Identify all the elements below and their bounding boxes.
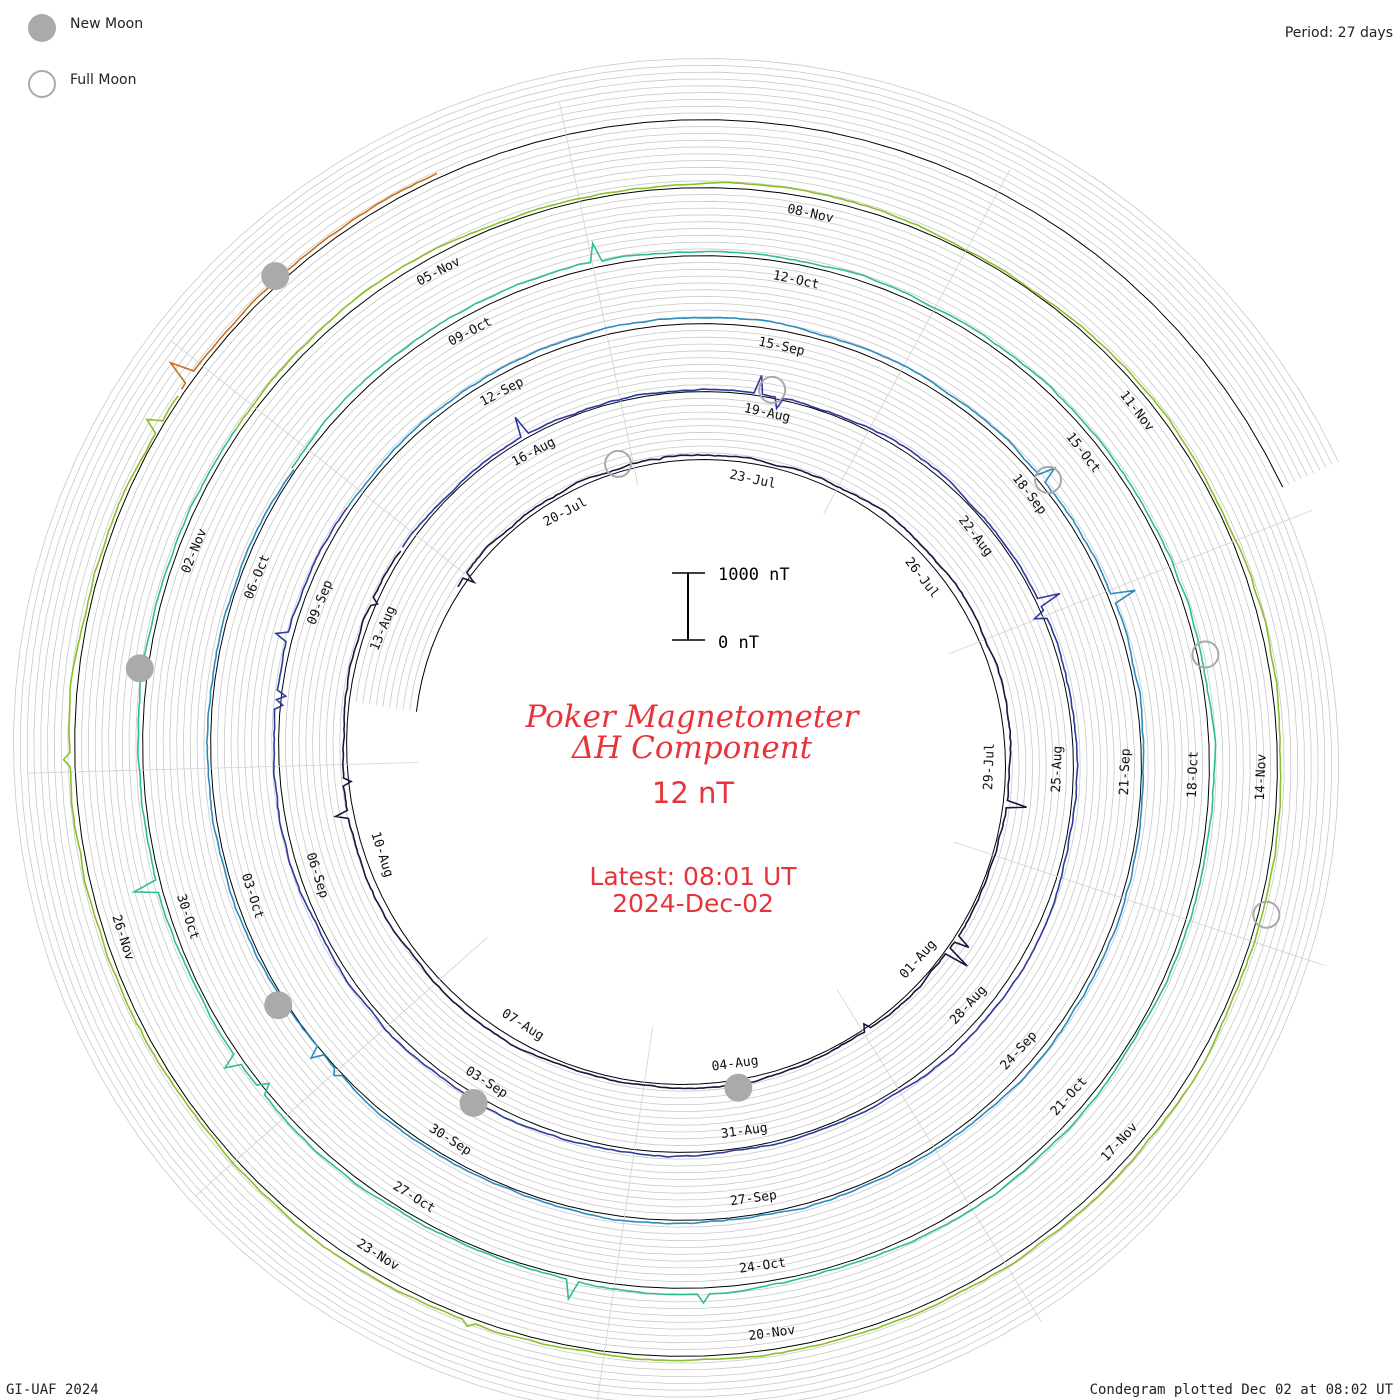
date-label: 18-Oct (1185, 751, 1202, 799)
new-moon-marker (459, 1088, 488, 1117)
grid-spiral (47, 92, 1308, 1384)
full-moon-legend-icon (28, 70, 56, 98)
scale-bar-top-label: 1000 nT (718, 565, 790, 585)
grid-spoke (823, 169, 1011, 514)
grid-spiral (33, 78, 1321, 1398)
date-label: 05-Nov (414, 254, 463, 289)
grid-spiral (53, 98, 1302, 1378)
legend: New Moon Full Moon (28, 14, 143, 98)
date-label: 07-Aug (499, 1006, 547, 1044)
grid-spiral (40, 85, 1314, 1391)
trace-period-1 (333, 453, 1027, 1090)
latest-date: 2024-Dec-02 (612, 889, 774, 918)
date-label: 27-Sep (729, 1188, 778, 1209)
grid-spiral (60, 105, 1296, 1371)
period-label: Period: 27 days (1285, 25, 1393, 41)
chart-subtitle: ΔH Component (571, 730, 813, 766)
new-moon-marker (264, 991, 293, 1020)
new-moon-legend-label: New Moon (70, 16, 143, 32)
grid-spiral (19, 64, 1333, 1400)
current-value: 12 nT (652, 776, 734, 810)
latest-time: Latest: 08:01 UT (589, 862, 797, 891)
new-moon-marker (261, 262, 290, 291)
trace-period-5 (62, 181, 1282, 1362)
date-label: 13-Aug (368, 604, 400, 653)
date-label: 06-Oct (242, 552, 274, 601)
grid-spoke (27, 762, 419, 774)
chart-title: Poker Magnetometer (525, 699, 861, 735)
date-label: 12-Sep (478, 375, 527, 410)
date-label: 20-Nov (748, 1323, 797, 1344)
date-label: 04-Aug (711, 1053, 760, 1074)
date-label: 09-Oct (446, 314, 495, 349)
date-label: 09-Sep (305, 578, 337, 627)
full-moon-marker (1252, 900, 1281, 929)
full-moon-marker (1191, 640, 1220, 669)
full-moon-legend-label: Full Moon (70, 72, 136, 88)
date-label: 22-Aug (955, 513, 996, 559)
moon-markers (125, 262, 1281, 1117)
scale-bar-bottom-label: 0 nT (718, 633, 759, 653)
trace-period-4 (131, 240, 1217, 1305)
grid-spiral (26, 71, 1327, 1400)
date-label: 01-Aug (897, 937, 940, 982)
baseline-spiral (74, 119, 1284, 1357)
magnetometer-traces (62, 172, 1282, 1362)
date-label: 18-Sep (1009, 471, 1050, 517)
grid-spoke (953, 841, 1325, 966)
grid-spoke (948, 509, 1313, 655)
trace-period-2 (272, 375, 1079, 1158)
grid-spoke (559, 102, 639, 486)
grid-spiral (13, 58, 1339, 1400)
date-label: 25-Aug (1049, 745, 1066, 793)
full-moon-marker (604, 449, 633, 478)
trace-period-6 (168, 172, 438, 390)
grid-spoke (194, 937, 488, 1198)
date-label: 21-Sep (1117, 748, 1134, 796)
new-moon-legend-icon (28, 14, 56, 42)
scale-bar: 1000 nT 0 nT (672, 565, 790, 653)
trace-period-3 (205, 316, 1145, 1225)
full-moon-marker (1034, 465, 1063, 494)
new-moon-marker (125, 654, 154, 683)
new-moon-marker (724, 1073, 753, 1102)
date-label: 23-Jul (728, 468, 777, 493)
date-label: 29-Jul (981, 743, 998, 791)
grid-spoke (171, 340, 478, 585)
full-moon-marker (758, 375, 787, 404)
date-label: 31-Aug (720, 1121, 769, 1142)
center-title-block: Poker Magnetometer ΔH Component 12 nT La… (525, 699, 861, 918)
date-label: 02-Nov (179, 526, 211, 575)
date-label: 14-Nov (1253, 753, 1270, 801)
footer-timestamp: Condegram plotted Dec 02 at 08:02 UT (1090, 1382, 1394, 1398)
date-label: 24-Oct (738, 1255, 787, 1276)
footer-credit: GI-UAF 2024 (6, 1382, 99, 1398)
